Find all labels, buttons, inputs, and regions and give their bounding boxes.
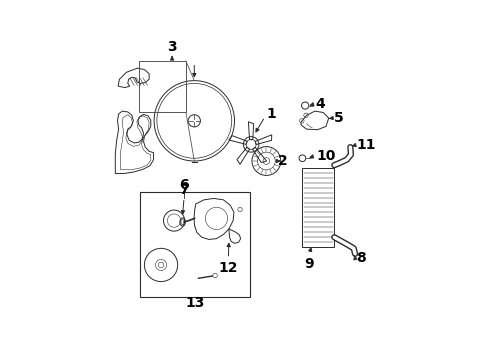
Text: 4: 4 [315, 97, 325, 111]
Text: 12: 12 [219, 261, 238, 275]
Text: 8: 8 [356, 251, 366, 265]
Text: 9: 9 [304, 257, 314, 271]
Bar [302, 168, 334, 247]
Text: 2: 2 [277, 154, 287, 168]
Text: 3: 3 [167, 40, 177, 54]
Text: 11: 11 [356, 138, 376, 152]
Text: 13: 13 [185, 296, 204, 310]
Text: 10: 10 [316, 149, 336, 163]
Text: 7: 7 [179, 183, 189, 197]
Bar [139, 61, 186, 112]
Text: 6: 6 [179, 177, 189, 192]
Text: 1: 1 [267, 107, 276, 121]
Bar [140, 192, 250, 297]
Text: 5: 5 [334, 111, 344, 125]
